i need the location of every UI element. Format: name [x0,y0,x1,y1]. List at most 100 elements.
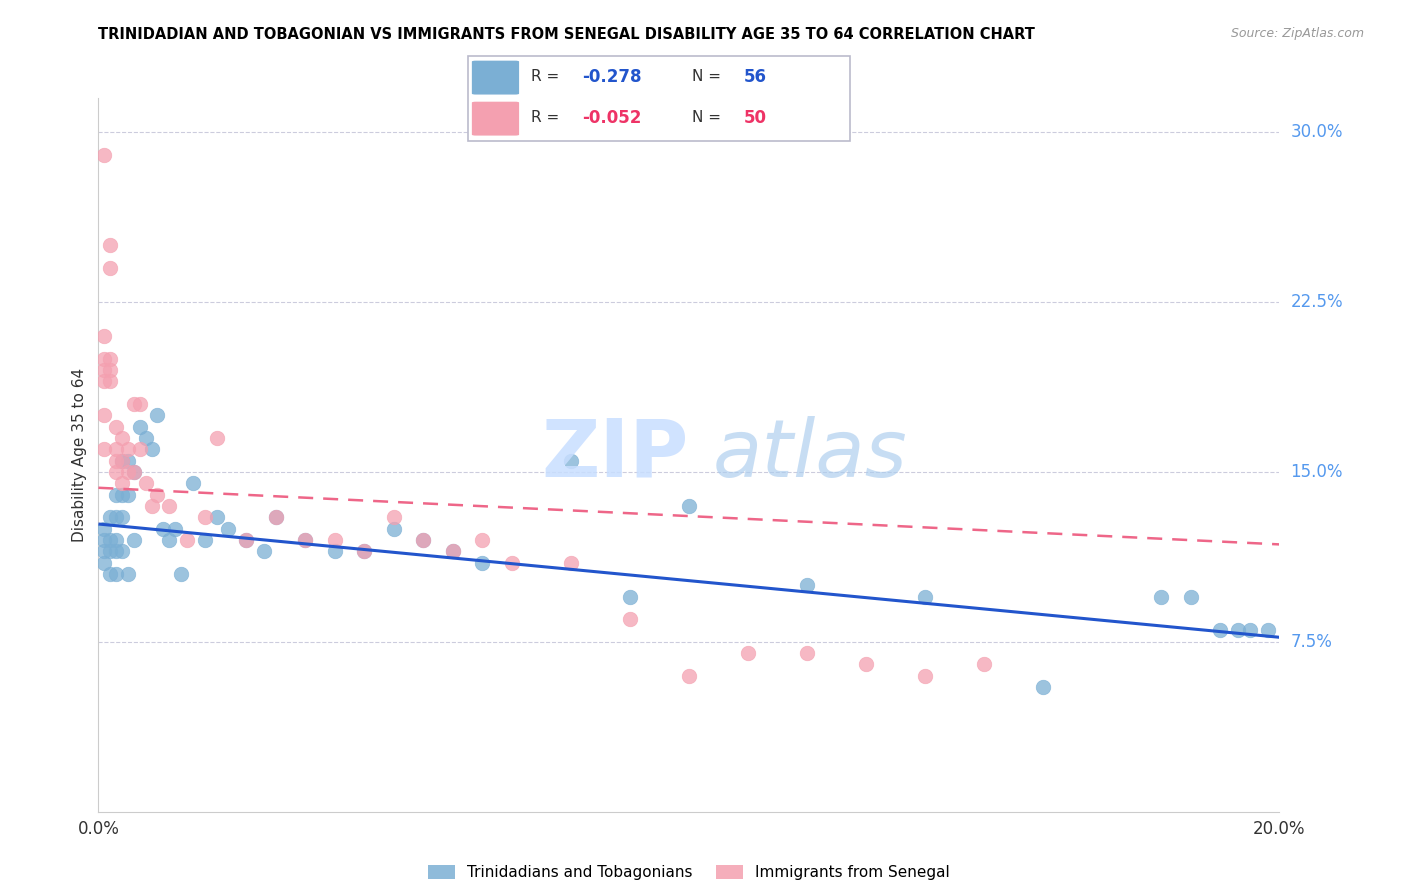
Y-axis label: Disability Age 35 to 64: Disability Age 35 to 64 [72,368,87,542]
Point [1239,624,1261,638]
Point [157,499,180,513]
Text: ZIP: ZIP [541,416,689,494]
Point [93,533,115,547]
Point [294,533,316,547]
Point [181,476,204,491]
Point [471,556,494,570]
Point [105,566,128,581]
Point [117,487,139,501]
Point [353,544,375,558]
Text: R =: R = [531,70,564,84]
Point [111,476,134,491]
Text: N =: N = [692,70,725,84]
Text: 7.5%: 7.5% [1291,632,1333,651]
Point [93,351,115,366]
Point [914,590,936,604]
Text: N =: N = [692,111,725,125]
Point [1180,590,1202,604]
Point [111,510,134,524]
Point [111,544,134,558]
Point [619,612,641,626]
Point [98,566,121,581]
Point [441,544,464,558]
Point [412,533,434,547]
FancyBboxPatch shape [472,102,519,136]
Point [105,465,128,479]
Point [294,533,316,547]
Text: Source: ZipAtlas.com: Source: ZipAtlas.com [1230,27,1364,40]
Text: 30.0%: 30.0% [1291,123,1343,141]
Point [205,510,228,524]
Point [122,397,145,411]
Point [111,453,134,467]
Point [105,510,128,524]
Point [1209,624,1232,638]
Point [796,646,818,660]
Point [501,556,523,570]
Point [441,544,464,558]
Point [117,453,139,467]
Point [412,533,434,547]
Point [98,260,121,275]
Point [855,657,877,672]
Text: TRINIDADIAN AND TOBAGONIAN VS IMMIGRANTS FROM SENEGAL DISABILITY AGE 35 TO 64 CO: TRINIDADIAN AND TOBAGONIAN VS IMMIGRANTS… [98,27,1035,42]
Point [98,238,121,252]
Point [93,329,115,343]
Point [93,147,115,161]
Point [146,487,169,501]
Text: -0.278: -0.278 [582,68,641,86]
Point [1150,590,1173,604]
Point [128,442,150,457]
Point [205,431,228,445]
Point [796,578,818,592]
Point [98,374,121,388]
Point [105,419,128,434]
Point [111,431,134,445]
Point [111,487,134,501]
Point [128,419,150,434]
Point [471,533,494,547]
Text: 15.0%: 15.0% [1291,463,1343,481]
Text: -0.052: -0.052 [582,109,641,127]
Point [973,657,995,672]
Point [170,566,193,581]
Point [619,590,641,604]
Point [678,499,700,513]
Point [105,544,128,558]
Point [157,533,180,547]
Point [382,510,405,524]
Point [93,374,115,388]
Point [194,533,217,547]
Text: 56: 56 [744,68,766,86]
Legend: Trinidadians and Tobagonians, Immigrants from Senegal: Trinidadians and Tobagonians, Immigrants… [422,859,956,886]
Point [353,544,375,558]
Point [217,522,239,536]
Point [122,465,145,479]
Point [176,533,198,547]
Point [128,397,150,411]
Point [105,453,128,467]
Point [678,669,700,683]
Point [737,646,759,660]
Point [146,409,169,423]
Point [1032,680,1054,694]
Point [98,510,121,524]
Point [98,544,121,558]
Text: 22.5%: 22.5% [1291,293,1343,311]
Point [117,465,139,479]
Point [93,544,115,558]
Point [560,556,582,570]
Text: 50: 50 [744,109,766,127]
Point [122,465,145,479]
Point [93,409,115,423]
Point [105,533,128,547]
Point [235,533,257,547]
Point [117,566,139,581]
Point [98,363,121,377]
Point [93,363,115,377]
Point [560,453,582,467]
Point [235,533,257,547]
Point [93,442,115,457]
Point [1227,624,1250,638]
Point [141,499,163,513]
